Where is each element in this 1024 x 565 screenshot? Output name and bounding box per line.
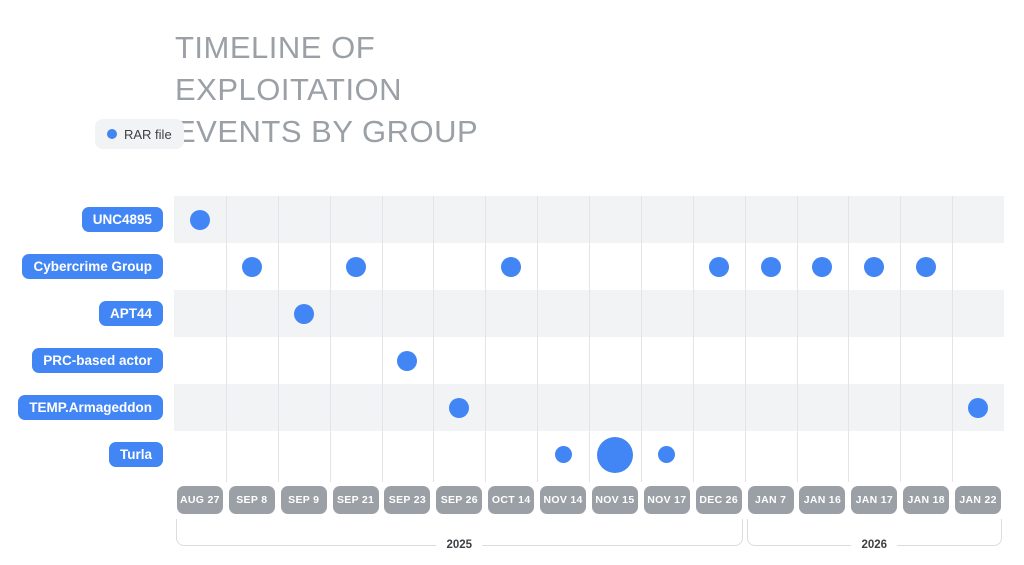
gridline: [433, 196, 435, 482]
event-dot-cybercrime-group-jan-18: [916, 256, 937, 277]
date-pill-jan-17: JAN 17: [851, 486, 898, 514]
event-dot-cybercrime-group-jan-16: [812, 256, 833, 277]
gridline: [329, 196, 331, 482]
gridline: [485, 196, 487, 482]
event-dot-cybercrime-group-jan-7: [760, 256, 781, 277]
date-pill-jan-7: JAN 7: [747, 486, 794, 514]
group-pill-turla: Turla: [108, 442, 163, 467]
event-dot-turla-nov-14: [554, 446, 572, 463]
event-dot-cybercrime-group-jan-17: [864, 256, 885, 277]
date-pill-sep-26: SEP 26: [436, 486, 483, 514]
group-pill-cybercrime-group: Cybercrime Group: [22, 254, 163, 279]
date-pill-sep-23: SEP 23: [384, 486, 431, 514]
date-pill-jan-16: JAN 16: [799, 486, 846, 514]
event-dot-unc4895-aug-27: [189, 209, 210, 230]
gridline: [744, 196, 746, 482]
date-pill-sep-9: SEP 9: [280, 486, 327, 514]
date-pill-dec-26: DEC 26: [695, 486, 742, 514]
date-pill-sep-21: SEP 21: [332, 486, 379, 514]
date-pill-aug-27: AUG 27: [176, 486, 223, 514]
gridline: [537, 196, 539, 482]
title-line: TIMELINE OF: [175, 30, 376, 65]
event-dot-temp-armageddon-jan-22: [968, 397, 989, 418]
event-dot-cybercrime-group-oct-14: [501, 256, 522, 277]
gridline: [796, 196, 798, 482]
event-dot-apt44-sep-9: [293, 303, 314, 324]
event-dot-prc-based-actor-sep-23: [397, 350, 418, 371]
event-dot-cybercrime-group-sep-21: [345, 256, 366, 277]
event-dot-turla-nov-17: [658, 446, 676, 463]
year-label-2026: 2026: [851, 537, 898, 553]
event-dot-cybercrime-group-dec-26: [708, 256, 729, 277]
date-pill-jan-18: JAN 18: [903, 486, 950, 514]
event-dot-cybercrime-group-sep-8: [241, 256, 262, 277]
date-pill-sep-8: SEP 8: [228, 486, 275, 514]
legend: RAR file: [95, 119, 184, 149]
event-dot-temp-armageddon-sep-26: [449, 397, 470, 418]
date-pill-oct-14: OCT 14: [488, 486, 535, 514]
title-line: EXPLOITATION: [175, 72, 403, 107]
legend-label: RAR file: [124, 126, 172, 142]
gridline: [640, 196, 642, 482]
date-pill-nov-15: NOV 15: [591, 486, 638, 514]
year-bracket-2025: 2025: [176, 519, 743, 553]
date-pill-nov-17: NOV 17: [643, 486, 690, 514]
group-pill-prc-based-actor: PRC-based actor: [32, 348, 163, 373]
date-pill-jan-22: JAN 22: [955, 486, 1002, 514]
year-label-2025: 2025: [436, 537, 483, 553]
gridline: [381, 196, 383, 482]
title-line: EVENTS BY GROUP: [175, 114, 479, 149]
gridline: [848, 196, 850, 482]
gridline: [225, 196, 227, 482]
group-pill-unc4895: UNC4895: [81, 207, 163, 232]
gridline: [900, 196, 902, 482]
event-dot-turla-nov-15: [596, 436, 633, 473]
rar-file-dot-icon: [107, 129, 117, 139]
group-pill-temp-armageddon: TEMP.Armageddon: [18, 395, 163, 420]
year-bracket-2026: 2026: [746, 519, 1002, 553]
page-title: TIMELINE OF EXPLOITATION EVENTS BY GROUP: [175, 27, 478, 153]
gridline: [277, 196, 279, 482]
gridline: [589, 196, 590, 482]
gridline: [692, 196, 694, 482]
date-pill-nov-14: NOV 14: [540, 486, 587, 514]
gridline: [952, 196, 954, 482]
group-pill-apt44: APT44: [98, 301, 163, 326]
